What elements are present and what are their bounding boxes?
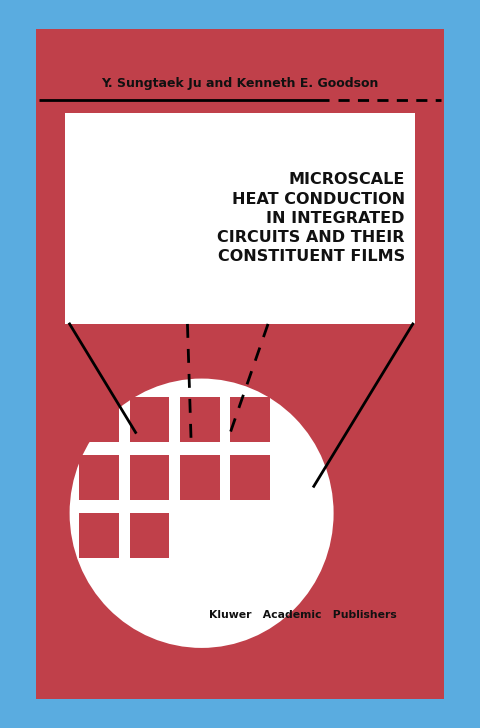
Text: MICROSCALE
HEAT CONDUCTION
IN INTEGRATED
CIRCUITS AND THEIR
CONSTITUENT FILMS: MICROSCALE HEAT CONDUCTION IN INTEGRATED… bbox=[217, 173, 405, 264]
Bar bbox=[79, 513, 119, 558]
Bar bbox=[65, 113, 415, 324]
Bar bbox=[180, 397, 220, 442]
Text: Kluwer   Academic   Publishers: Kluwer Academic Publishers bbox=[208, 610, 396, 620]
Bar bbox=[79, 397, 119, 442]
Text: Y. Sungtaek Ju and Kenneth E. Goodson: Y. Sungtaek Ju and Kenneth E. Goodson bbox=[101, 77, 379, 90]
Bar bbox=[130, 513, 169, 558]
Bar bbox=[130, 397, 169, 442]
Bar bbox=[130, 455, 169, 500]
Bar bbox=[79, 455, 119, 500]
Ellipse shape bbox=[70, 379, 334, 648]
Bar bbox=[180, 455, 220, 500]
Bar bbox=[36, 29, 444, 699]
Bar bbox=[230, 397, 270, 442]
Bar bbox=[230, 455, 270, 500]
